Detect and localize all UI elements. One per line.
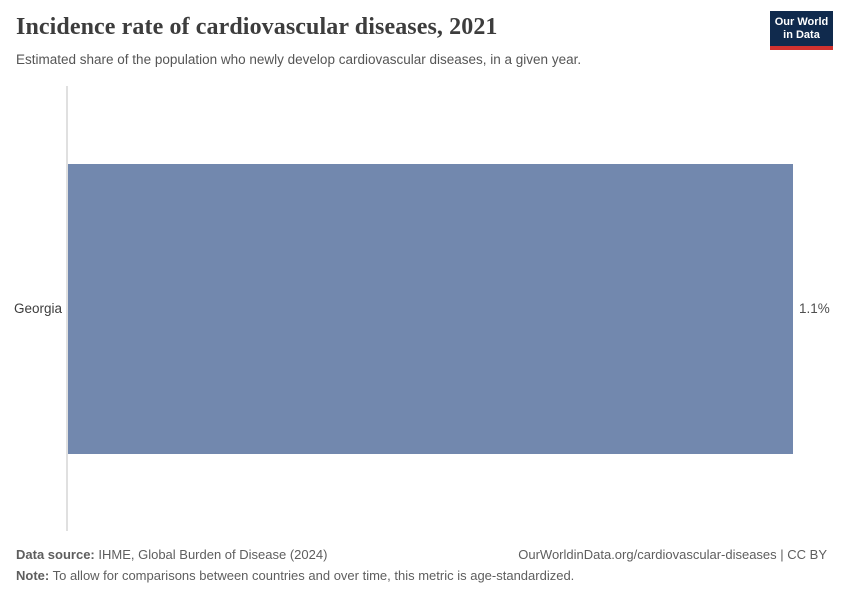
data-source-label: Data source: (16, 547, 95, 562)
data-source-value: IHME, Global Burden of Disease (2024) (94, 547, 328, 562)
chart-subtitle: Estimated share of the population who ne… (16, 52, 582, 67)
footer-line-1: Data source: IHME, Global Burden of Dise… (16, 547, 827, 563)
value-label-georgia: 1.1% (799, 301, 830, 316)
note: Note: To allow for comparisons between c… (16, 568, 827, 584)
data-source: Data source: IHME, Global Burden of Dise… (16, 547, 327, 563)
owid-logo[interactable]: Our World in Data (770, 11, 833, 50)
logo-line2: in Data (783, 29, 820, 41)
note-value: To allow for comparisons between countri… (49, 568, 575, 583)
category-label-georgia: Georgia (13, 301, 62, 316)
logo-line1: Our World (774, 16, 829, 28)
page-title: Incidence rate of cardiovascular disease… (16, 14, 498, 40)
note-label: Note: (16, 568, 50, 583)
y-axis-line (66, 86, 68, 531)
attribution-link[interactable]: OurWorldinData.org/cardiovascular-diseas… (518, 547, 827, 562)
bar-georgia[interactable] (68, 164, 793, 454)
